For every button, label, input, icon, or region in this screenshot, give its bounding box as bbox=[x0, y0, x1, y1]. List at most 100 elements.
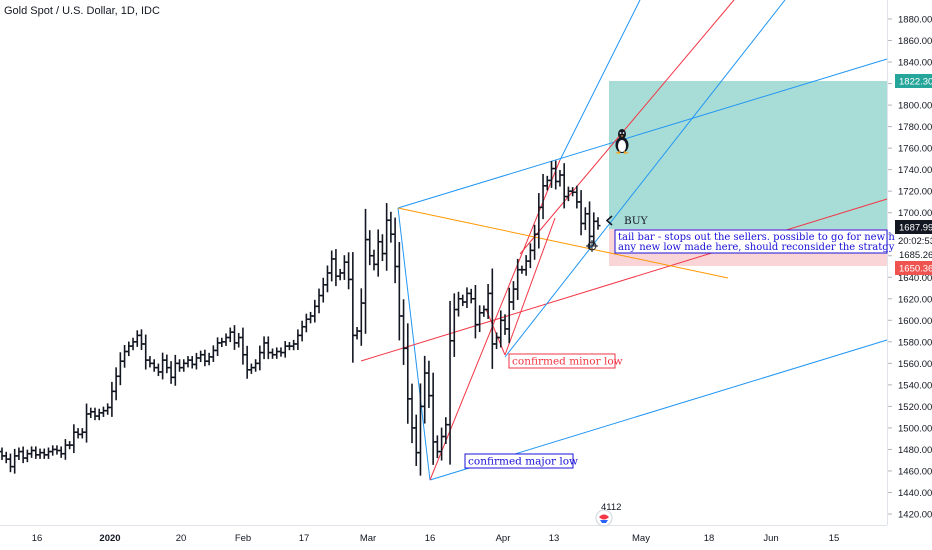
x-tick-label: 2020 bbox=[99, 533, 120, 544]
ohlc-bar bbox=[160, 352, 166, 380]
badge-countdown-bg bbox=[895, 234, 932, 247]
minor-swing-leg-b[interactable] bbox=[504, 217, 556, 356]
ohlc-bar bbox=[443, 417, 449, 445]
ohlc-bar bbox=[401, 299, 407, 365]
ohlc-bar bbox=[451, 293, 457, 357]
ohlc-bar bbox=[422, 355, 428, 424]
major-low-label[interactable]: confirmed major low bbox=[464, 453, 578, 469]
penguin-icon bbox=[615, 129, 629, 154]
pitchfork-leg-a[interactable] bbox=[397, 207, 431, 481]
ohlc-bar bbox=[291, 339, 297, 351]
time-axis[interactable]: 16 2020 20 Feb 17 Mar 16 Apr 13 May 18 Jun 15 bbox=[32, 533, 840, 544]
ohlc-bar bbox=[164, 354, 170, 374]
ohlc-bar bbox=[392, 217, 398, 284]
ohlc-bar bbox=[3, 451, 9, 464]
badge-last-price: 1687.99 bbox=[899, 223, 932, 234]
ohlc-bar bbox=[236, 332, 242, 348]
ohlc-bar bbox=[62, 439, 68, 460]
ohlc-bar bbox=[409, 383, 415, 444]
x-tick-label: Jun bbox=[763, 533, 778, 544]
target-zone[interactable] bbox=[609, 81, 887, 229]
ohlc-bar bbox=[561, 163, 567, 209]
ohlc-bar bbox=[337, 268, 343, 281]
ohlc-bar bbox=[206, 352, 212, 366]
ohlc-bar bbox=[371, 249, 377, 271]
ohlc-bar bbox=[231, 325, 237, 350]
ohlc-bar bbox=[295, 329, 301, 351]
y-tick-label: 1560.00 bbox=[898, 359, 932, 370]
y-tick-label: 1720.00 bbox=[898, 187, 932, 198]
y-tick-label: 1780.00 bbox=[898, 122, 932, 133]
ohlc-bar bbox=[109, 381, 115, 417]
pitchfork-upper-line[interactable] bbox=[397, 58, 888, 209]
ohlc-bar bbox=[138, 329, 144, 351]
ohlc-bar bbox=[396, 242, 402, 341]
ohlc-bar bbox=[358, 288, 364, 346]
minor-low-box bbox=[508, 353, 616, 369]
x-tick-label: May bbox=[632, 533, 650, 544]
y-tick-label: 1620.00 bbox=[898, 294, 932, 305]
ohlc-bar bbox=[582, 207, 588, 230]
minor-low-label[interactable]: confirmed minor low bbox=[508, 353, 623, 369]
pitchfork-median-low[interactable] bbox=[360, 198, 888, 362]
ohlc-bar bbox=[202, 349, 208, 367]
comment-line-1: tail bar - stops out the sellers. possib… bbox=[618, 232, 919, 243]
ohlc-bar bbox=[248, 363, 254, 374]
ohlc-bar bbox=[477, 305, 483, 333]
ohlc-bar bbox=[303, 313, 309, 333]
trend-line-orange[interactable] bbox=[397, 207, 729, 279]
comment-box bbox=[614, 229, 888, 254]
pitchfork-drawing[interactable] bbox=[360, 0, 888, 481]
pitchfork-median[interactable] bbox=[519, 0, 735, 255]
ohlc-bar bbox=[375, 229, 381, 277]
y-tick-label: 1760.00 bbox=[898, 144, 932, 155]
minor-swing-leg-a[interactable] bbox=[485, 308, 506, 356]
pitchfork-top-a[interactable] bbox=[559, 0, 641, 161]
tradingview-badge-icon[interactable]: 4112 bbox=[595, 502, 621, 527]
ohlc-bar bbox=[367, 230, 373, 266]
ohlc-bar bbox=[320, 277, 326, 303]
ohlc-bar bbox=[405, 323, 411, 424]
ohlc-bar bbox=[45, 447, 51, 459]
ohlc-bar bbox=[274, 347, 280, 359]
ohlc-bar bbox=[24, 449, 30, 463]
crosshair-icon[interactable] bbox=[586, 240, 598, 252]
y-tick-label: 1520.00 bbox=[898, 402, 932, 413]
ohlc-bar bbox=[130, 337, 136, 351]
ohlc-bar bbox=[189, 356, 195, 369]
buy-marker[interactable]: BUY bbox=[605, 215, 649, 227]
ohlc-bar bbox=[489, 268, 495, 369]
ohlc-bar bbox=[498, 310, 504, 348]
ohlc-bar bbox=[299, 320, 305, 342]
price-badges: 1822.30 1687.99 20:02:53 1685.26 1650.36 bbox=[895, 74, 932, 275]
ohlc-bar bbox=[92, 407, 98, 421]
y-tick-label: 1420.00 bbox=[898, 510, 932, 521]
ohlc-bar bbox=[282, 341, 288, 358]
ohlc-bar bbox=[105, 403, 111, 415]
ohlc-bar bbox=[481, 305, 487, 317]
ohlc-bar bbox=[96, 408, 102, 421]
major-low-text: confirmed major low bbox=[468, 456, 578, 468]
badge-countdown: 20:02:53 bbox=[898, 236, 932, 247]
ohlc-bar bbox=[468, 288, 474, 304]
pitchfork-top-b[interactable] bbox=[504, 0, 786, 358]
comment-callout[interactable]: tail bar - stops out the sellers. possib… bbox=[614, 229, 919, 254]
badge-last-bg bbox=[895, 220, 932, 234]
ohlc-bar bbox=[261, 336, 267, 360]
ohlc-bar bbox=[181, 359, 187, 372]
ohlc-bar bbox=[126, 341, 132, 357]
ohlc-bar bbox=[29, 446, 35, 458]
ohlc-bar bbox=[71, 424, 77, 454]
ohlc-bar bbox=[58, 446, 64, 458]
ohlc-bar bbox=[177, 359, 183, 372]
ohlc-bar bbox=[354, 326, 360, 340]
ohlc-bar bbox=[557, 169, 563, 187]
ohlc-bar bbox=[417, 383, 423, 476]
y-tick-label: 1640.00 bbox=[898, 273, 932, 284]
ohlc-bar bbox=[472, 285, 478, 339]
ohlc-bar bbox=[363, 208, 369, 334]
ohlc-bar bbox=[413, 414, 419, 466]
ohlc-bar bbox=[147, 356, 153, 368]
